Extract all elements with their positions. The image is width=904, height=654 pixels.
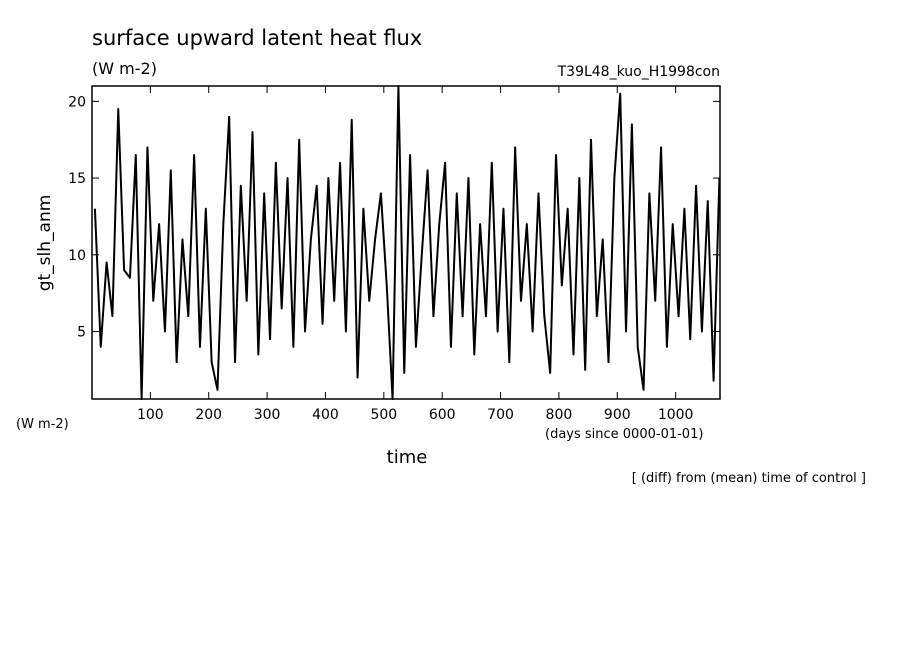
data-line (93, 85, 721, 400)
y-units: (W m-2) (16, 417, 69, 432)
y-tick-label: 10 (68, 248, 86, 264)
x-tick-label: 900 (604, 407, 631, 423)
run-label: T39L48_kuo_H1998con (557, 64, 720, 80)
x-tick-label: 1000 (658, 407, 694, 423)
y-tick-label: 5 (77, 324, 86, 340)
y-tick-label: 15 (68, 171, 86, 187)
x-units: (days since 0000-01-01) (545, 427, 703, 442)
x-axis-label: time (387, 447, 428, 468)
chart-title: surface upward latent heat flux (92, 26, 422, 50)
x-tick-label: 800 (546, 407, 573, 423)
x-tick-label: 400 (312, 407, 339, 423)
subtitle: (W m-2) (92, 59, 157, 78)
x-tick-label: 200 (195, 407, 222, 423)
y-axis-label: gt_slh_anm (35, 195, 55, 292)
x-tick-label: 600 (429, 407, 456, 423)
note: [ (diff) from (mean) time of control ] (632, 471, 866, 486)
x-tick-label: 100 (137, 407, 164, 423)
plot-frame (91, 85, 721, 400)
x-tick-label: 700 (487, 407, 514, 423)
y-tick-label: 20 (68, 94, 86, 110)
x-tick-label: 300 (254, 407, 281, 423)
x-tick-label: 500 (370, 407, 397, 423)
